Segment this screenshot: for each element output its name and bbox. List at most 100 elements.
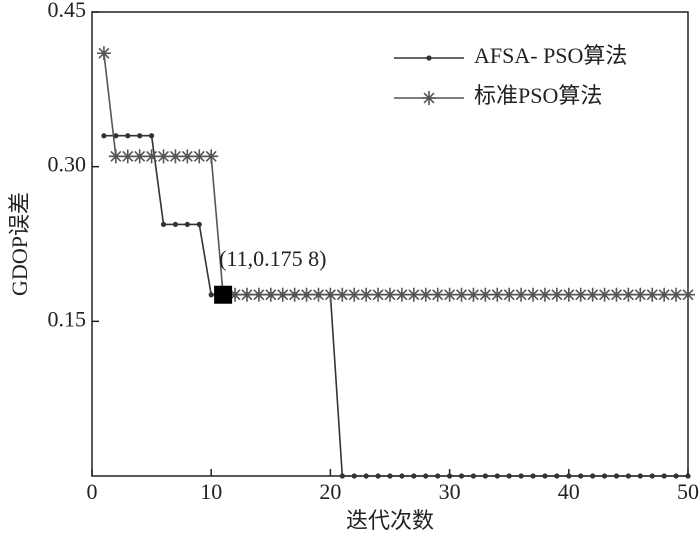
- data-point: [387, 473, 393, 479]
- data-point: [168, 149, 183, 164]
- data-point: [228, 287, 243, 302]
- legend-label: 标准PSO算法: [474, 83, 602, 108]
- data-point: [180, 149, 195, 164]
- y-tick-label: 0.30: [48, 152, 87, 177]
- data-point: [208, 292, 214, 298]
- data-point: [685, 473, 691, 479]
- data-point: [383, 287, 397, 302]
- data-point: [172, 221, 179, 228]
- data-point: [506, 473, 512, 479]
- data-point: [311, 287, 326, 302]
- data-point: [299, 287, 314, 302]
- x-tick-label: 10: [200, 479, 222, 504]
- data-point: [625, 473, 632, 479]
- data-point: [482, 473, 488, 479]
- data-point: [411, 473, 417, 479]
- y-axis-label: GDOP误差: [7, 192, 32, 296]
- data-point: [478, 287, 493, 302]
- data-point: [149, 133, 155, 139]
- series-line: [103, 134, 688, 477]
- data-point: [597, 287, 612, 302]
- data-point: [263, 287, 278, 302]
- data-point: [204, 149, 219, 164]
- data-point: [399, 473, 405, 479]
- data-point: [196, 221, 202, 228]
- data-point: [657, 287, 672, 302]
- data-point: [470, 473, 477, 479]
- data-point: [435, 473, 441, 479]
- legend-label: AFSA- PSO算法: [474, 43, 627, 68]
- data-point: [406, 287, 421, 302]
- data-point: [561, 287, 576, 302]
- data-point: [442, 287, 457, 302]
- data-point: [526, 287, 541, 302]
- data-point: [137, 133, 143, 139]
- data-point: [101, 133, 107, 139]
- data-point: [613, 473, 620, 479]
- data-point: [490, 287, 505, 302]
- data-point: [418, 287, 433, 302]
- data-point: [108, 149, 123, 164]
- data-point: [120, 149, 135, 164]
- data-point: [132, 149, 147, 164]
- data-point: [394, 287, 409, 302]
- legend-marker: [426, 55, 432, 61]
- data-point: [549, 287, 564, 302]
- data-point: [371, 287, 386, 302]
- data-point: [633, 287, 648, 302]
- data-point: [518, 473, 524, 479]
- data-point: [239, 287, 254, 302]
- x-axis-label: 迭代次数: [346, 508, 434, 533]
- data-point: [590, 473, 596, 479]
- x-tick-label: 0: [87, 479, 98, 504]
- data-point: [96, 46, 111, 61]
- x-tick-label: 20: [319, 479, 341, 504]
- data-point: [251, 287, 266, 302]
- data-point: [335, 287, 350, 302]
- data-point: [430, 287, 445, 302]
- data-point: [494, 473, 500, 479]
- data-point: [160, 221, 167, 228]
- data-point: [601, 473, 608, 479]
- data-point: [184, 221, 190, 228]
- data-point: [323, 287, 338, 302]
- data-point: [542, 473, 548, 479]
- data-point: [423, 473, 429, 479]
- data-point: [351, 473, 357, 479]
- data-point: [554, 473, 560, 479]
- data-point: [447, 473, 453, 479]
- x-tick-label: 40: [558, 479, 580, 504]
- annotation-marker: [214, 285, 233, 304]
- data-point: [375, 473, 381, 479]
- data-point: [621, 287, 636, 302]
- data-point: [502, 287, 517, 302]
- legend-box: [383, 29, 685, 123]
- data-point: [530, 473, 536, 479]
- data-point: [609, 287, 624, 302]
- data-point: [144, 149, 159, 164]
- data-point: [537, 287, 552, 302]
- legend-marker: [422, 91, 436, 105]
- data-point: [113, 133, 119, 139]
- y-tick-label: 0.45: [48, 0, 87, 22]
- data-point: [339, 473, 345, 479]
- data-point: [458, 473, 465, 479]
- data-point: [649, 473, 655, 479]
- data-point: [585, 287, 600, 302]
- data-point: [573, 287, 588, 302]
- data-point: [275, 287, 290, 302]
- annotation-text: (11,0.175 8): [219, 246, 326, 271]
- data-point: [454, 287, 469, 302]
- data-point: [661, 473, 667, 479]
- data-point: [466, 287, 481, 302]
- data-point: [645, 287, 660, 302]
- x-tick-label: 50: [677, 479, 699, 504]
- y-tick-label: 0.15: [48, 306, 87, 331]
- data-point: [156, 149, 171, 164]
- data-point: [566, 473, 572, 479]
- data-point: [673, 473, 679, 479]
- data-point: [359, 287, 374, 302]
- data-point: [192, 149, 207, 164]
- data-point: [363, 473, 369, 479]
